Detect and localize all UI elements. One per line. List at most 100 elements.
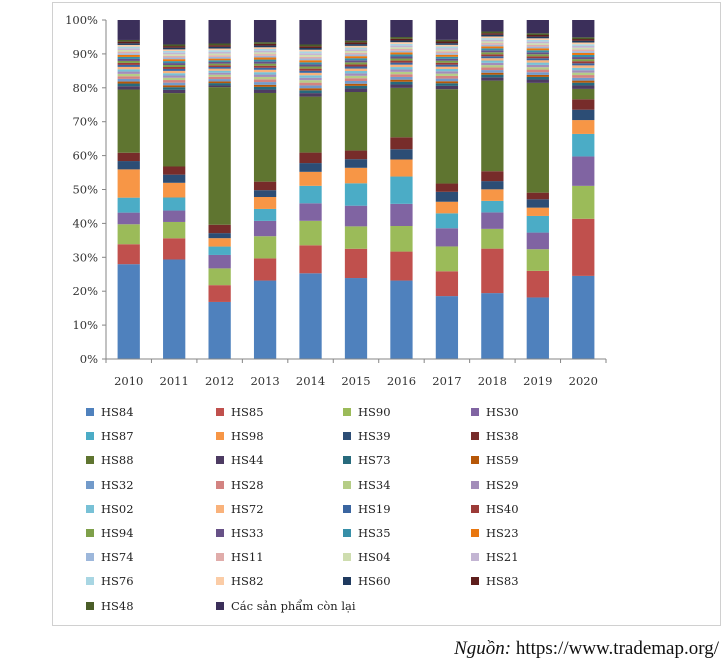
bar-segment: [390, 251, 413, 281]
legend-item: HS73: [343, 453, 391, 467]
bar-segment: [481, 228, 504, 249]
bar-segment: [390, 137, 413, 150]
bar-segment: [253, 69, 277, 73]
bar-segment: [481, 56, 504, 59]
bar-segment: [526, 249, 549, 271]
bar-segment: [299, 56, 322, 59]
bar-segment: [390, 84, 413, 88]
legend-label: HS23: [486, 526, 519, 540]
bar-segment: [208, 268, 231, 286]
bar-segment: [526, 38, 549, 40]
bar-segment: [208, 65, 231, 67]
bar-segment: [299, 273, 322, 359]
legend-label: HS90: [358, 405, 391, 419]
legend-item: HS34: [343, 478, 391, 492]
bar-segment: [481, 80, 504, 172]
legend-item: HS04: [343, 550, 391, 564]
bar-segment: [208, 301, 231, 359]
bar-segment: [163, 259, 186, 359]
legend-item: HS74: [86, 550, 134, 564]
bar-segment: [208, 50, 231, 52]
bar-segment: [481, 52, 504, 55]
bar-segment: [117, 264, 140, 359]
bar-segment: [572, 99, 595, 110]
bar-segment: [481, 212, 504, 229]
bar-segment: [299, 66, 322, 69]
bar-segment: [253, 181, 277, 191]
bar-segment: [390, 203, 413, 226]
bar-segment: [526, 64, 549, 68]
bar-segment: [117, 51, 140, 54]
bar-segment: [117, 41, 140, 44]
bar-segment: [390, 56, 413, 59]
bar-segment: [253, 79, 277, 83]
bar-segment: [572, 47, 595, 50]
bar-segment: [163, 55, 186, 58]
legend-item: HS19: [343, 502, 391, 516]
bar-segment: [572, 82, 595, 86]
y-tick-label: 40%: [72, 216, 98, 230]
legend-item: HS84: [86, 405, 134, 419]
bar-segment: [572, 218, 595, 276]
bar-segment: [481, 74, 504, 78]
bar-segment: [253, 50, 277, 53]
bar-segment: [572, 44, 595, 46]
bar-segment: [117, 73, 140, 77]
bar-segment: [481, 67, 504, 71]
bar-segment: [390, 47, 413, 49]
bar-segment: [117, 62, 140, 65]
bar-segment: [163, 52, 186, 55]
bar-segment: [299, 70, 322, 73]
bar-segment: [344, 183, 368, 206]
legend-item: HS48: [86, 599, 134, 613]
legend-swatch: [471, 480, 479, 489]
bar-segment: [208, 238, 231, 247]
legend-swatch: [216, 577, 224, 586]
legend-item: HS82: [216, 574, 264, 588]
bar-segment: [163, 93, 186, 167]
legend-swatch: [216, 504, 224, 513]
bar-segment: [481, 77, 504, 81]
bar-segment: [299, 96, 322, 153]
bar-segment: [435, 73, 459, 76]
bar-segment: [299, 47, 322, 50]
legend-item: HS29: [471, 478, 519, 492]
legend-item: HS21: [471, 550, 519, 564]
bar-segment: [344, 64, 368, 67]
bar-segment: [117, 53, 140, 55]
bar-segment: [208, 51, 231, 54]
bar-segment: [344, 45, 368, 48]
bar-segment: [344, 52, 368, 55]
bar-segment: [253, 20, 277, 43]
bar-segment: [253, 89, 277, 93]
bar-segment: [344, 58, 368, 61]
legend-label: HS83: [486, 574, 519, 589]
bar-segment: [572, 63, 595, 66]
source-prefix: Nguồn:: [454, 638, 512, 659]
bar-segment: [481, 171, 504, 182]
legend-item: HS02: [86, 502, 134, 516]
bar-segment: [344, 47, 368, 50]
bar-segment: [117, 86, 140, 90]
bar-segment: [163, 197, 186, 211]
bar-segment: [253, 84, 277, 87]
legend-swatch: [216, 480, 224, 489]
bar-segment: [117, 169, 140, 198]
legend-swatch: [216, 408, 224, 416]
legend-item: HS40: [471, 502, 519, 516]
legend-swatch: [86, 529, 94, 537]
legend-label: HS60: [358, 574, 391, 589]
legend-item: HS98: [216, 429, 264, 443]
bar-segment: [435, 58, 459, 61]
bar-segment: [253, 61, 277, 64]
bar-segment: [481, 33, 504, 35]
bar-segment: [163, 63, 186, 66]
bar-segment: [253, 236, 277, 259]
bar-segment: [481, 20, 504, 32]
legend-item: HS90: [343, 405, 391, 419]
bar-segment: [572, 57, 595, 60]
bar-segment: [163, 49, 186, 51]
bar-segment: [253, 48, 277, 51]
bar-segment: [208, 83, 231, 86]
source-note: Nguồn: https://www.trademap.org/: [454, 638, 719, 660]
